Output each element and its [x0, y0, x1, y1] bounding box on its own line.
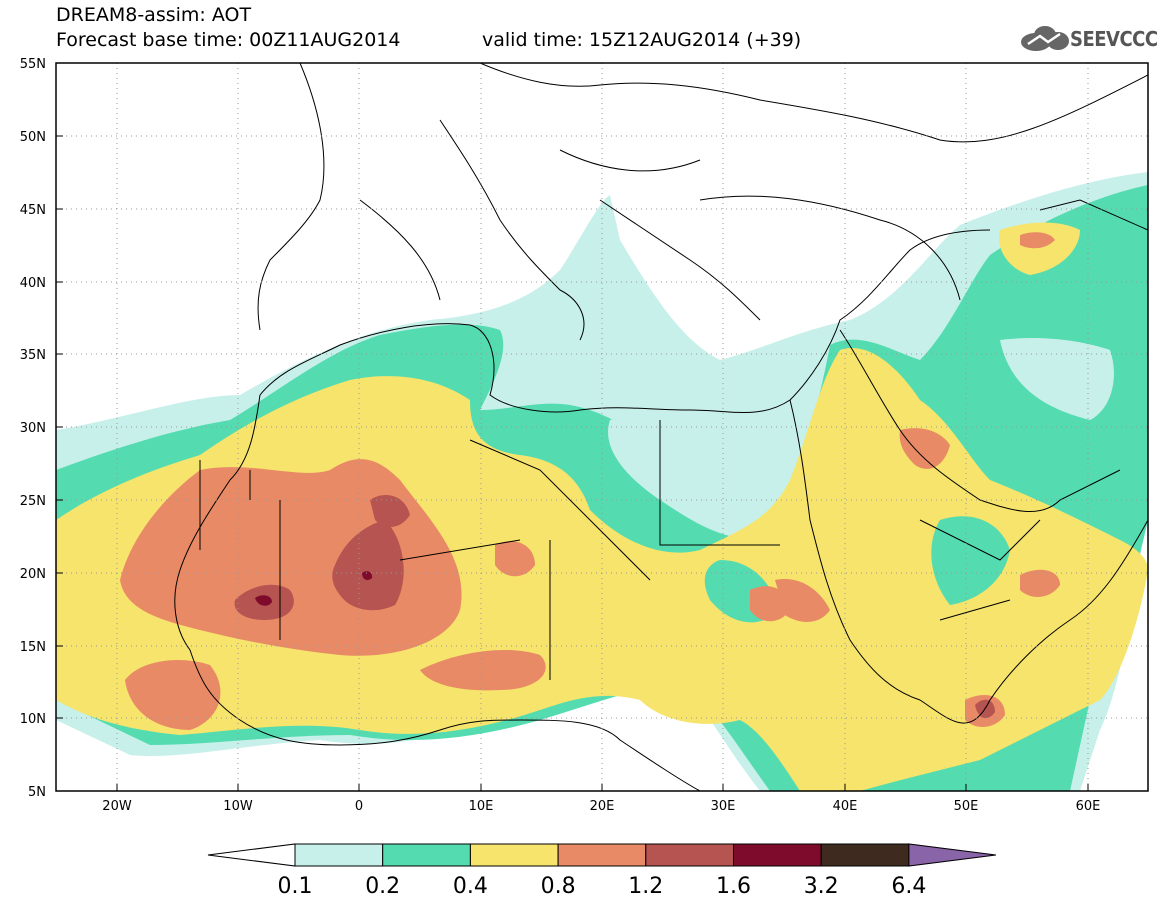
lat-label: 45N — [20, 203, 46, 218]
colorbar-label: 6.4 — [891, 874, 926, 899]
colorbar-cells — [207, 843, 996, 867]
forecast-base-time: Forecast base time: 00Z11AUG2014 — [56, 29, 401, 51]
colorbar-cell — [294, 843, 384, 867]
lon-label: 10W — [223, 799, 253, 814]
lat-label: 10N — [20, 712, 46, 727]
map-title: DREAM8-assim: AOT — [56, 4, 252, 26]
colorbar-cell — [557, 843, 647, 867]
lon-label: 10E — [469, 799, 494, 814]
colorbar-label: 0.4 — [453, 874, 488, 899]
lat-label: 30N — [20, 421, 46, 436]
lat-label: 15N — [20, 640, 46, 655]
colorbar-high-triangle — [908, 843, 996, 867]
lon-label: 20E — [590, 799, 615, 814]
longitude-labels: 20W 10W 0 10E 20E 30E 40E 50E 60E — [102, 799, 1100, 814]
cloud-icon — [1021, 26, 1069, 51]
valid-time: valid time: 15Z12AUG2014 (+39) — [482, 29, 802, 51]
latitude-labels: 55N 50N 45N 40N 35N 30N 25N 20N 15N 10N … — [20, 57, 46, 800]
lon-label: 50E — [954, 799, 979, 814]
axis-ticks — [56, 62, 1089, 792]
colorbar-label: 1.2 — [628, 874, 663, 899]
colorbar-cell — [645, 843, 734, 867]
lon-label: 0 — [355, 799, 363, 814]
lat-label: 40N — [20, 276, 46, 291]
aot-map: 55N 50N 45N 40N 35N 30N 25N 20N 15N 10N … — [20, 57, 1149, 814]
country-borders — [174, 63, 1148, 791]
lat-label: 55N — [20, 57, 46, 72]
lat-label: 20N — [20, 567, 46, 582]
colorbar-cell — [469, 843, 559, 867]
lon-label: 30E — [711, 799, 736, 814]
lat-label: 25N — [20, 494, 46, 509]
colorbar-cell — [733, 843, 822, 867]
colorbar-label: 0.2 — [365, 874, 400, 899]
colorbar-low-triangle — [207, 843, 296, 867]
colorbar-labels: 0.1 0.2 0.4 0.8 1.2 1.6 3.2 6.4 — [278, 874, 927, 899]
graticule — [56, 63, 1148, 791]
logo-text: SEEVCCC — [1070, 27, 1158, 51]
lat-label: 5N — [28, 785, 46, 800]
lon-label: 60E — [1076, 799, 1101, 814]
lon-label: 40E — [833, 799, 858, 814]
colorbar-label: 3.2 — [804, 874, 839, 899]
lat-label: 50N — [20, 130, 46, 145]
colorbar-label: 1.6 — [716, 874, 751, 899]
lat-label: 35N — [20, 348, 46, 363]
colorbar-cell — [382, 843, 471, 867]
colorbar-label: 0.8 — [541, 874, 576, 899]
colorbar-label: 0.1 — [278, 874, 313, 899]
lon-label: 20W — [102, 799, 132, 814]
colorbar-cell — [820, 843, 910, 867]
